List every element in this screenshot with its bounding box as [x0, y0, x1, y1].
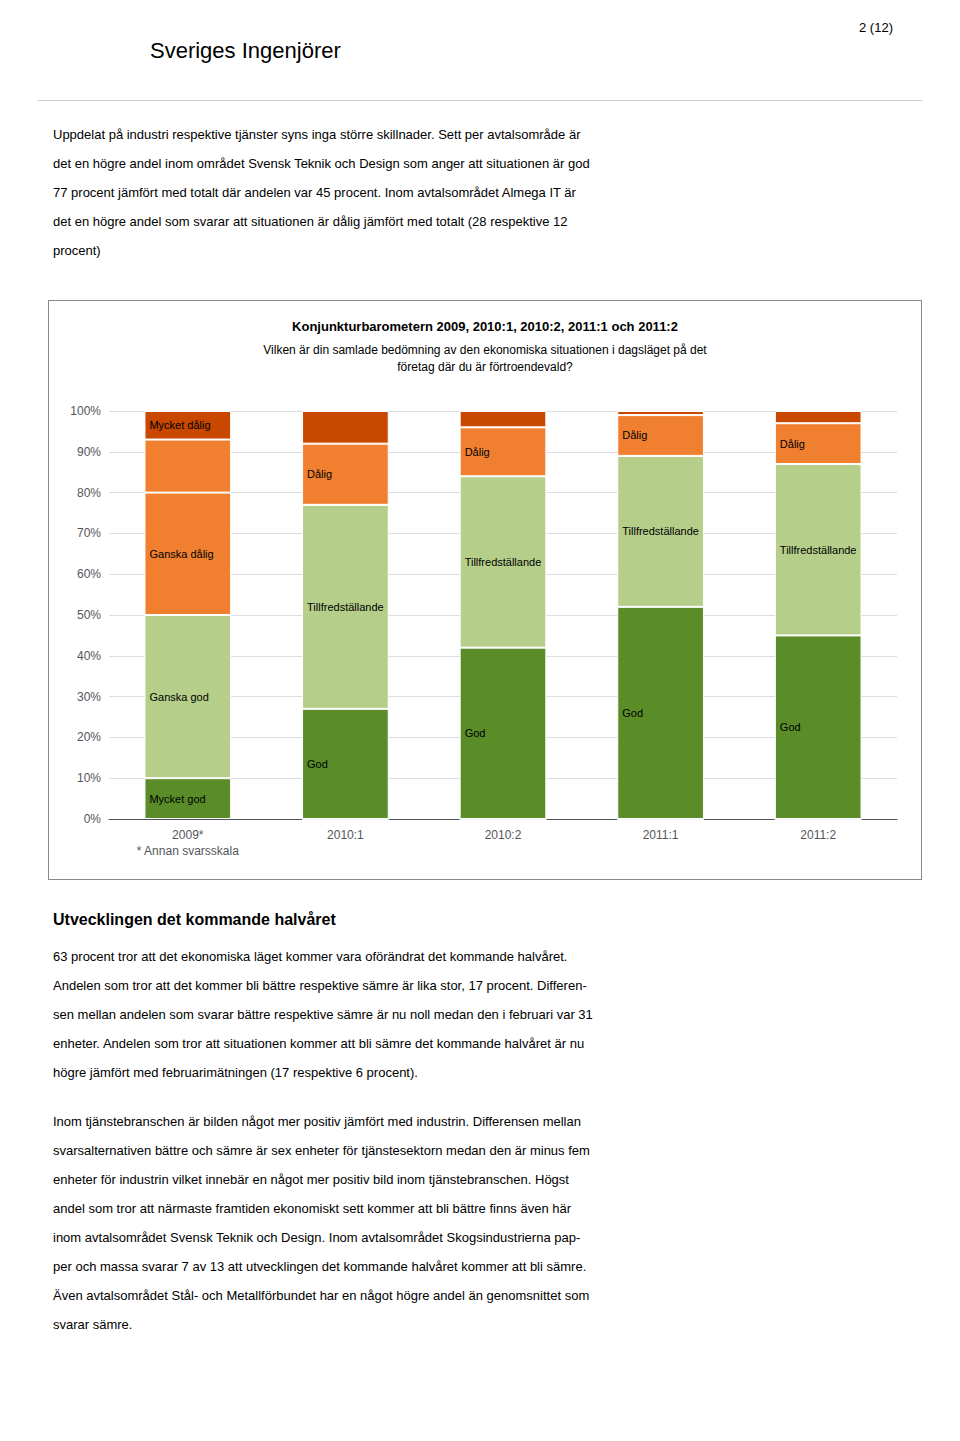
svg-text:Ganska dålig: Ganska dålig	[149, 548, 213, 560]
svg-text:100%: 100%	[70, 404, 101, 418]
svg-text:2010:2: 2010:2	[485, 828, 522, 842]
svg-text:2010:1: 2010:1	[327, 828, 364, 842]
svg-text:Tillfredställande: Tillfredställande	[307, 601, 384, 613]
svg-text:0%: 0%	[84, 812, 102, 826]
svg-text:Dålig: Dålig	[780, 438, 805, 450]
svg-text:80%: 80%	[77, 486, 101, 500]
html-text:per och massa svarar 7 av 13 a: per och massa svarar 7 av 13 att utveckl…	[53, 1259, 587, 1274]
svg-text:Tillfredställande: Tillfredställande	[780, 544, 857, 556]
html-text:det en högre andel som svarar: det en högre andel som svarar att situat…	[53, 214, 568, 229]
html-text:andel som tror att närmaste fr: andel som tror att närmaste framtiden ek…	[53, 1201, 572, 1216]
html-text:Uppdelat på industri respektiv: Uppdelat på industri respektive tjänster…	[53, 127, 581, 142]
html-text:2 (12): 2 (12)	[859, 20, 893, 35]
html-text:sen mellan andelen som svarar: sen mellan andelen som svarar bättre res…	[53, 1007, 593, 1022]
html-text:högre jämfört med februarimätn: högre jämfört med februarimätningen (17 …	[53, 1065, 418, 1080]
svg-text:företag där du är förtroendeva: företag där du är förtroendevald?	[397, 360, 573, 374]
svg-text:Mycket god: Mycket god	[149, 793, 205, 805]
svg-text:Dålig: Dålig	[465, 446, 490, 458]
svg-text:God: God	[307, 758, 328, 770]
html-text:Sveriges Ingenjörer: Sveriges Ingenjörer	[150, 38, 341, 63]
svg-text:* Annan svarsskala: * Annan svarsskala	[137, 844, 239, 858]
html-text:Andelen som tror att det komme: Andelen som tror att det kommer bli bätt…	[53, 978, 587, 993]
svg-text:40%: 40%	[77, 649, 101, 663]
html-text:enheter för industrin vilket i: enheter för industrin vilket innebär en …	[53, 1172, 569, 1187]
html-text:Även avtalsområdet Stål- och M: Även avtalsområdet Stål- och Metallförbu…	[53, 1288, 590, 1303]
svg-text:Ganska god: Ganska god	[149, 691, 208, 703]
svg-text:Tillfredställande: Tillfredställande	[622, 525, 699, 537]
svg-text:God: God	[780, 721, 801, 733]
svg-text:God: God	[622, 707, 643, 719]
svg-text:60%: 60%	[77, 567, 101, 581]
svg-text:Dålig: Dålig	[622, 429, 647, 441]
html-text:77 procent jämfört med totalt: 77 procent jämfört med totalt där andele…	[53, 185, 576, 200]
html-text:inom avtalsområdet Svensk Tekn: inom avtalsområdet Svensk Teknik och Des…	[53, 1230, 581, 1245]
svg-text:Konjunkturbarometern 2009, 201: Konjunkturbarometern 2009, 2010:1, 2010:…	[292, 319, 678, 334]
svg-text:2009*: 2009*	[172, 828, 204, 842]
svg-text:70%: 70%	[77, 526, 101, 540]
html-text:enheter. Andelen som tror att: enheter. Andelen som tror att situatione…	[53, 1036, 585, 1051]
html-text:svarar sämre.: svarar sämre.	[53, 1317, 133, 1332]
svg-text:Tillfredställande: Tillfredställande	[465, 556, 542, 568]
svg-text:90%: 90%	[77, 445, 101, 459]
html-text:63 procent tror att det ekonom: 63 procent tror att det ekonomiska läget…	[53, 949, 568, 964]
svg-text:Vilken är din samlade bedömnin: Vilken är din samlade bedömning av den e…	[263, 343, 707, 357]
svg-text:30%: 30%	[77, 690, 101, 704]
svg-text:20%: 20%	[77, 730, 101, 744]
html-text:det en högre andel inom område: det en högre andel inom området Svensk T…	[53, 156, 590, 171]
html-text:Inom tjänstebranschen är bilde: Inom tjänstebranschen är bilden något me…	[53, 1114, 581, 1129]
html-text:procent): procent)	[53, 243, 101, 258]
svg-text:Dålig: Dålig	[307, 468, 332, 480]
svg-text:2011:1: 2011:1	[643, 828, 679, 842]
html-text:Utvecklingen det kommande halv: Utvecklingen det kommande halvåret	[53, 911, 336, 928]
html-text:svarsalternativen bättre och s: svarsalternativen bättre och sämre är se…	[53, 1143, 590, 1158]
svg-text:10%: 10%	[77, 771, 101, 785]
svg-text:God: God	[465, 727, 486, 739]
svg-text:50%: 50%	[77, 608, 101, 622]
svg-text:2011:2: 2011:2	[800, 828, 836, 842]
svg-text:Mycket dålig: Mycket dålig	[149, 419, 210, 431]
